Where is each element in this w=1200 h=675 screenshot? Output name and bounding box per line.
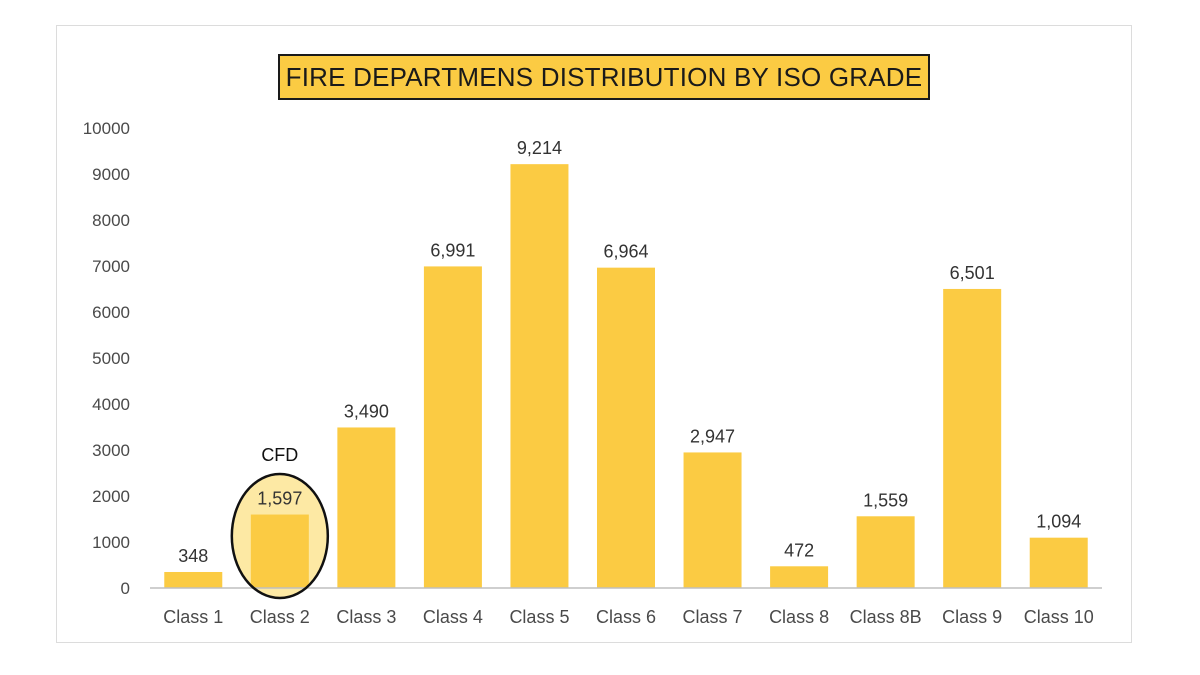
category-label: Class 10 [1024,607,1094,627]
category-label: Class 6 [596,607,656,627]
category-label: Class 2 [250,607,310,627]
annotation-layer: CFD [230,445,330,600]
category-label: Class 1 [163,607,223,627]
bar [423,266,482,588]
bar [1029,537,1088,588]
data-label: 472 [784,540,814,560]
data-label: 6,501 [950,263,995,283]
category-label: Class 8B [850,607,922,627]
category-label: Class 4 [423,607,483,627]
category-label: Class 7 [683,607,743,627]
bar [337,427,396,588]
category-label: Class 8 [769,607,829,627]
chart-title: FIRE DEPARTMENS DISTRIBUTION BY ISO GRAD… [278,54,930,100]
category-label: Class 9 [942,607,1002,627]
y-tick-label: 7000 [92,257,130,276]
bar [510,164,569,588]
bar [250,514,309,588]
data-label: 348 [178,546,208,566]
y-tick-label: 10000 [83,119,130,138]
data-label: 1,559 [863,490,908,510]
bar [856,516,915,588]
bar [943,288,1002,588]
category-label: Class 3 [336,607,396,627]
y-tick-label: 8000 [92,211,130,230]
data-label: 1,094 [1036,512,1081,532]
bar [683,452,742,588]
y-tick-label: 0 [121,579,130,598]
y-tick-label: 5000 [92,349,130,368]
y-tick-label: 6000 [92,303,130,322]
y-tick-label: 2000 [92,487,130,506]
data-label: 1,597 [257,489,302,509]
data-label: 6,991 [430,240,475,260]
bar [597,267,655,588]
bar [770,566,829,588]
y-tick-label: 4000 [92,395,130,414]
bars [164,164,1088,588]
bar [164,571,223,588]
y-tick-label: 9000 [92,165,130,184]
data-label: 3,490 [344,401,389,421]
y-tick-label: 1000 [92,533,130,552]
data-label: 6,964 [603,242,648,262]
highlight-ellipse-outline [230,472,330,600]
category-labels: Class 1 Class 2 Class 3 Class 4 Class 5 Class… [163,607,1093,627]
data-label: 9,214 [517,138,562,158]
y-axis-ticks: 0 1000 2000 3000 4000 5000 6000 7000 8000 9000 100… [83,119,130,598]
y-tick-label: 3000 [92,441,130,460]
data-label: 2,947 [690,426,735,446]
annotation-label: CFD [261,445,298,465]
category-label: Class 5 [509,607,569,627]
data-labels: 348 1,597 3,490 6,991 9,214 6,964 2,947 472 1,55… [178,138,1081,566]
